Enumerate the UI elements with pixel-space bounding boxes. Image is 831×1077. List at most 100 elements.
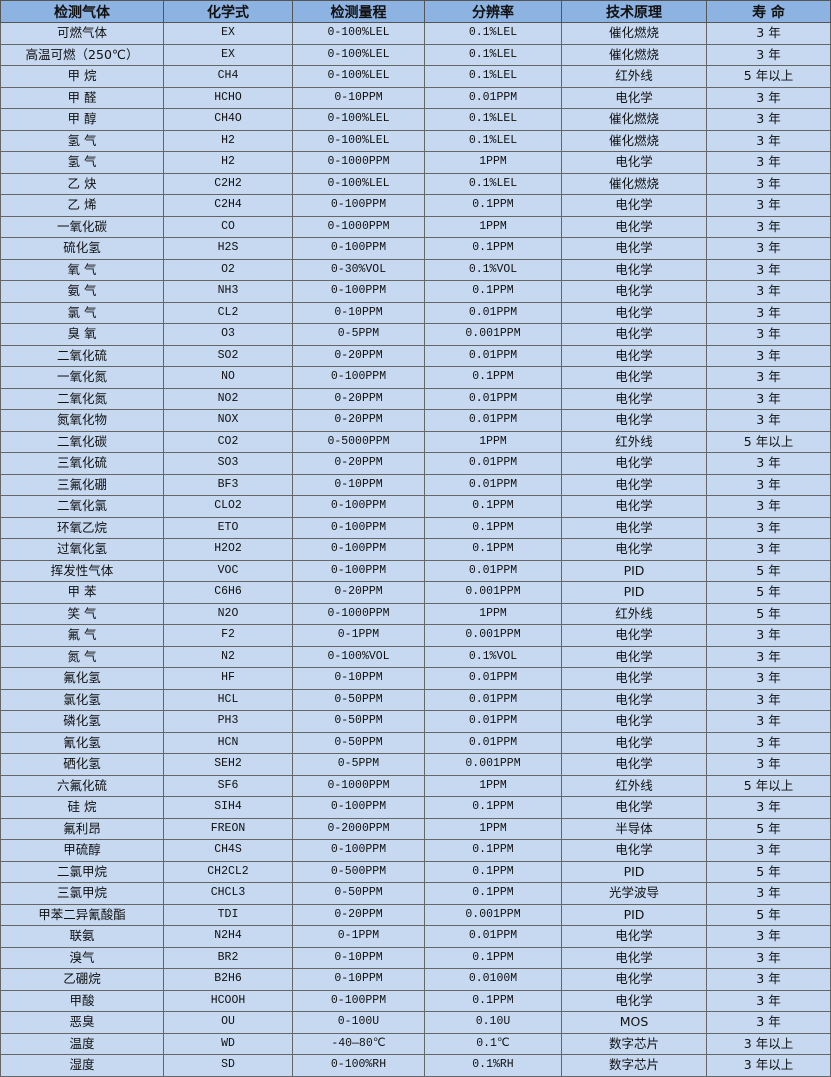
cell-principle: 红外线 [561,65,707,88]
cell-formula: C6H6 [163,581,293,604]
cell-gas: 恶臭 [0,1011,164,1034]
table-row: 三氧化硫 SO3 0-20PPM 0.01PPM 电化学 3 年 [0,452,831,475]
table-row: 甲 醇 CH4O 0-100%LEL 0.1%LEL 催化燃烧 3 年 [0,108,831,131]
table-row: 氧 气 O2 0-30%VOL 0.1%VOL 电化学 3 年 [0,258,831,281]
cell-formula: CHCL3 [163,882,293,905]
table-row: 氟化氢 HF 0-10PPM 0.01PPM 电化学 3 年 [0,667,831,690]
cell-lifespan: 3 年 [706,86,831,109]
cell-principle: 电化学 [561,516,707,539]
table-row: 氢 气 H2 0-1000PPM 1PPM 电化学 3 年 [0,151,831,174]
cell-principle: 电化学 [561,624,707,647]
cell-formula: EX [163,43,293,66]
cell-range: 0-100PPM [292,495,425,518]
cell-lifespan: 3 年 [706,925,831,948]
table-row: 氟 气 F2 0-1PPM 0.001PPM 电化学 3 年 [0,624,831,647]
cell-lifespan: 3 年 [706,409,831,432]
cell-principle: 光学波导 [561,882,707,905]
table-row: 氨 气 NH3 0-100PPM 0.1PPM 电化学 3 年 [0,280,831,303]
table-row: 磷化氢 PH3 0-50PPM 0.01PPM 电化学 3 年 [0,710,831,733]
cell-range: 0-100%LEL [292,65,425,88]
cell-range: 0-1000PPM [292,215,425,238]
cell-resolution: 0.01PPM [424,409,562,432]
cell-resolution: 0.1PPM [424,237,562,260]
cell-resolution: 0.1%VOL [424,258,562,281]
cell-range: 0-50PPM [292,731,425,754]
cell-formula: SD [163,1054,293,1077]
cell-resolution: 0.01PPM [424,667,562,690]
cell-formula: HF [163,667,293,690]
cell-resolution: 1PPM [424,817,562,840]
cell-principle: 电化学 [561,667,707,690]
cell-gas: 臭 氧 [0,323,164,346]
cell-principle: 电化学 [561,452,707,475]
cell-lifespan: 3 年 [706,1011,831,1034]
cell-gas: 三氟化硼 [0,473,164,496]
cell-gas: 磷化氢 [0,710,164,733]
cell-lifespan: 3 年 [706,258,831,281]
cell-resolution: 0.01PPM [424,452,562,475]
cell-range: 0-5000PPM [292,430,425,453]
cell-range: 0-100%RH [292,1054,425,1077]
cell-range: 0-100%LEL [292,129,425,152]
cell-formula: F2 [163,624,293,647]
header-col-resolution: 分辨率 [424,0,562,23]
cell-gas: 氨 气 [0,280,164,303]
cell-gas: 二氧化氯 [0,495,164,518]
cell-formula: H2S [163,237,293,260]
cell-principle: 半导体 [561,817,707,840]
cell-formula: VOC [163,559,293,582]
cell-gas: 二氧化硫 [0,344,164,367]
cell-lifespan: 3 年 [706,344,831,367]
cell-range: 0-30%VOL [292,258,425,281]
cell-resolution: 0.1%RH [424,1054,562,1077]
cell-gas: 六氟化硫 [0,774,164,797]
table-row: 环氧乙烷 ETO 0-100PPM 0.1PPM 电化学 3 年 [0,516,831,539]
cell-formula: FREON [163,817,293,840]
cell-resolution: 0.001PPM [424,581,562,604]
cell-gas: 氯化氢 [0,688,164,711]
cell-lifespan: 3 年 [706,989,831,1012]
cell-principle: 电化学 [561,344,707,367]
cell-lifespan: 3 年 [706,753,831,776]
cell-range: 0-20PPM [292,452,425,475]
cell-principle: 电化学 [561,151,707,174]
cell-range: 0-20PPM [292,387,425,410]
cell-lifespan: 3 年 [706,43,831,66]
cell-principle: 催化燃烧 [561,108,707,131]
cell-gas: 一氧化碳 [0,215,164,238]
cell-gas: 氮 气 [0,645,164,668]
cell-resolution: 0.01PPM [424,387,562,410]
header-col-principle: 技术原理 [561,0,707,23]
table-row: 二氧化硫 SO2 0-20PPM 0.01PPM 电化学 3 年 [0,344,831,367]
cell-gas: 硫化氢 [0,237,164,260]
cell-principle: 电化学 [561,215,707,238]
cell-resolution: 0.1PPM [424,538,562,561]
cell-lifespan: 3 年 [706,538,831,561]
cell-resolution: 1PPM [424,430,562,453]
cell-lifespan: 5 年 [706,602,831,625]
cell-formula: CH2CL2 [163,860,293,883]
cell-range: 0-20PPM [292,409,425,432]
cell-range: 0-1000PPM [292,602,425,625]
cell-principle: 电化学 [561,237,707,260]
cell-principle: 电化学 [561,194,707,217]
cell-range: 0-10PPM [292,946,425,969]
cell-resolution: 0.001PPM [424,753,562,776]
cell-gas: 甲酸 [0,989,164,1012]
cell-lifespan: 5 年以上 [706,65,831,88]
cell-gas: 乙 炔 [0,172,164,195]
cell-gas: 甲苯二异氰酸酯 [0,903,164,926]
cell-resolution: 0.01PPM [424,559,562,582]
cell-principle: 催化燃烧 [561,172,707,195]
cell-gas: 硒化氢 [0,753,164,776]
cell-principle: 电化学 [561,645,707,668]
cell-range: 0-100%LEL [292,172,425,195]
cell-formula: NO2 [163,387,293,410]
cell-principle: 催化燃烧 [561,43,707,66]
cell-principle: 催化燃烧 [561,22,707,45]
cell-formula: CO [163,215,293,238]
table-row: 硫化氢 H2S 0-100PPM 0.1PPM 电化学 3 年 [0,237,831,260]
cell-range: 0-20PPM [292,581,425,604]
cell-lifespan: 3 年 [706,473,831,496]
cell-lifespan: 5 年 [706,581,831,604]
